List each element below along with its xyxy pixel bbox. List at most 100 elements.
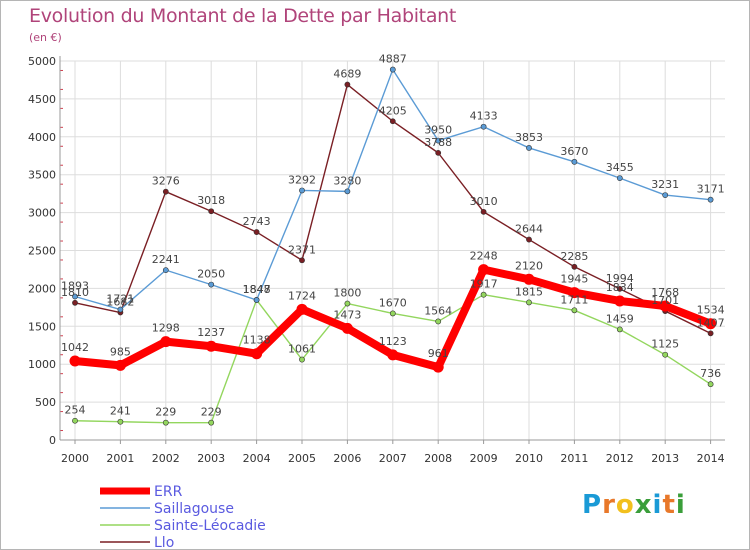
data-point	[432, 361, 444, 373]
logo-letter: r	[602, 490, 616, 520]
x-tick-label: 2001	[106, 452, 134, 465]
data-label: 3788	[424, 136, 452, 149]
data-label: 985	[110, 345, 131, 358]
data-point	[435, 318, 442, 325]
data-label: 229	[201, 406, 222, 419]
data-point	[435, 137, 442, 144]
data-label: 1711	[560, 293, 588, 306]
data-point	[707, 381, 714, 388]
data-point	[72, 417, 78, 424]
data-point	[616, 326, 623, 333]
x-tick-label: 2012	[606, 452, 634, 465]
data-label: 1298	[152, 322, 180, 335]
data-label: 1042	[61, 341, 89, 354]
y-tick-label: 4500	[28, 93, 56, 106]
proxiti-logo: Proxiti	[582, 490, 686, 520]
x-tick-label: 2005	[288, 452, 316, 465]
data-label: 1534	[697, 304, 725, 317]
data-label: 1125	[651, 338, 679, 351]
data-label: 1123	[379, 335, 407, 348]
x-tick-label: 2006	[333, 452, 361, 465]
logo-letter: i	[675, 490, 686, 520]
data-point	[478, 264, 490, 276]
y-tick-label: 500	[35, 396, 56, 409]
y-tick-label: 2000	[28, 282, 56, 295]
data-label: 3276	[152, 175, 180, 188]
data-label: 4887	[379, 53, 407, 66]
data-point	[662, 192, 669, 198]
data-point	[208, 281, 215, 288]
data-labels: 1810 1682 3276 3018 2743 2371 4689 4205 3788 3010…	[61, 53, 725, 419]
data-label: 1407	[697, 316, 725, 329]
data-label: 1473	[333, 308, 361, 321]
data-point	[344, 188, 351, 195]
data-point	[114, 359, 126, 371]
data-label: 2371	[288, 243, 316, 256]
data-point	[208, 419, 215, 426]
data-point	[344, 300, 351, 307]
data-label: 1701	[651, 294, 679, 307]
data-point	[435, 149, 442, 156]
data-point	[480, 208, 487, 215]
data-label: 1815	[515, 285, 543, 298]
data-label: 2241	[152, 253, 180, 266]
data-label: 1724	[288, 289, 316, 302]
y-tick-label: 2500	[28, 245, 56, 258]
data-label: 1800	[333, 287, 361, 300]
data-label: 1847	[243, 283, 271, 296]
data-label: 1893	[61, 280, 89, 293]
legend-label: ERR	[154, 484, 183, 500]
data-point	[162, 267, 169, 274]
data-label: 229	[155, 406, 176, 419]
chart-unit: (en €)	[29, 31, 62, 44]
data-label: 254	[65, 404, 86, 417]
data-point	[571, 307, 578, 314]
data-label: 3010	[470, 195, 498, 208]
data-point	[616, 285, 623, 292]
x-tick-label: 2013	[651, 452, 679, 465]
series-group	[69, 66, 717, 426]
data-label: 2743	[243, 215, 271, 228]
data-point	[117, 306, 124, 313]
data-point	[251, 348, 263, 360]
data-label: 1834	[606, 281, 634, 294]
y-tick-label: 0	[49, 434, 56, 447]
data-label: 1564	[424, 304, 452, 317]
data-label: 2120	[515, 259, 543, 272]
y-tick-label: 5000	[28, 55, 56, 68]
data-point	[117, 418, 124, 425]
x-tick-label: 2004	[243, 452, 271, 465]
data-point	[253, 297, 260, 303]
data-label: 1810	[61, 286, 89, 299]
data-point	[253, 229, 260, 235]
data-point	[480, 291, 487, 298]
x-tick-label: 2010	[515, 452, 543, 465]
data-point	[707, 330, 714, 337]
data-label: 3280	[333, 174, 361, 187]
data-point	[568, 287, 580, 299]
data-label: 3670	[560, 145, 588, 158]
data-label: 961	[428, 347, 449, 360]
x-tick-label: 2011	[560, 452, 588, 465]
data-label: 4205	[379, 104, 407, 117]
data-label: 3950	[424, 124, 452, 137]
data-point	[299, 187, 305, 194]
grid	[60, 60, 725, 441]
logo-letter: o	[615, 490, 635, 520]
logo-letter: x	[634, 490, 653, 520]
data-label: 1237	[197, 326, 225, 339]
data-label: 3292	[288, 173, 316, 186]
data-point	[571, 158, 578, 165]
data-point	[389, 66, 396, 73]
x-tick-label: 2007	[379, 452, 407, 465]
y-tick-label: 3000	[28, 207, 56, 220]
y-tick-label: 4000	[28, 131, 56, 144]
data-point	[387, 349, 399, 361]
data-label: 1848	[243, 283, 271, 296]
y-tick-label: 1000	[28, 358, 56, 371]
axes: 0 500 1000 1500 2000 2500 3000 3500 4000 4500 5000…	[28, 55, 725, 465]
data-label: 1721	[106, 293, 134, 306]
